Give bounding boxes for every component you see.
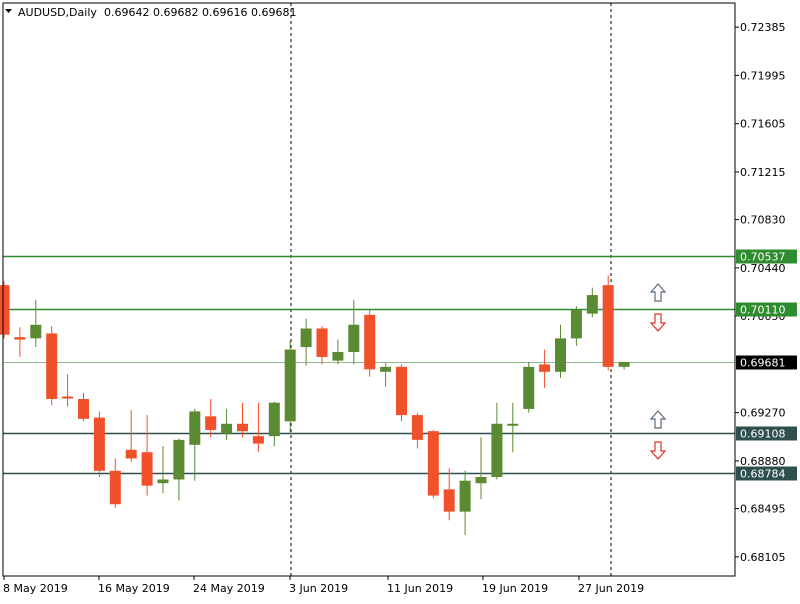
arrow-down-icon bbox=[649, 313, 667, 332]
chart-header: AUDUSD,Daily 0.69642 0.69682 0.69616 0.6… bbox=[5, 6, 296, 19]
arrow-up-icon bbox=[649, 283, 667, 302]
candle-body-bullish bbox=[586, 295, 598, 314]
price-level-badge bbox=[736, 302, 797, 317]
candle-body-bullish bbox=[475, 476, 487, 484]
candle-body-bullish bbox=[348, 324, 360, 352]
price-level-badge bbox=[736, 426, 797, 441]
candle-body-bullish bbox=[300, 328, 312, 348]
candle-body-bearish bbox=[205, 416, 217, 430]
x-tick-label: 3 Jun 2019 bbox=[289, 582, 348, 595]
candle-body-bearish bbox=[0, 285, 10, 335]
candle-body-bearish bbox=[93, 417, 105, 471]
candle-body-bearish bbox=[78, 399, 89, 419]
price-level-badge-label: 0.69681 bbox=[740, 357, 786, 370]
y-tick-label: 0.72385 bbox=[740, 21, 786, 34]
candle-body-bullish bbox=[332, 351, 344, 361]
y-tick-label: 0.71995 bbox=[740, 69, 786, 82]
candle-body-bullish bbox=[157, 479, 169, 484]
ohlc-values: 0.69642 0.69682 0.69616 0.69681 bbox=[104, 6, 296, 19]
candle-body-bearish bbox=[237, 423, 248, 432]
y-tick-label: 0.68495 bbox=[740, 503, 786, 516]
candle-body-bullish bbox=[618, 361, 630, 367]
candle-body-bullish bbox=[30, 324, 42, 339]
x-tick-label: 16 May 2019 bbox=[98, 582, 170, 595]
x-tick-label: 27 Jun 2019 bbox=[578, 582, 644, 595]
candle-body-bearish bbox=[109, 470, 121, 505]
axes-layer bbox=[2, 2, 736, 577]
candle-body-bullish bbox=[459, 480, 471, 512]
candle-body-bearish bbox=[364, 314, 376, 370]
x-axis-ticks: 8 May 2019 16 May 2019 24 May 2019 3 Jun 20… bbox=[3, 576, 644, 595]
y-tick-label: 0.68880 bbox=[740, 455, 786, 468]
symbol-dropdown-icon[interactable] bbox=[5, 9, 12, 13]
arrows-layer bbox=[649, 283, 667, 460]
candle-body-bullish bbox=[221, 423, 233, 434]
price-level-badge-label: 0.70537 bbox=[740, 251, 786, 264]
candle-body-bullish bbox=[507, 423, 519, 426]
candle-body-bearish bbox=[252, 436, 264, 444]
candle-body-bearish bbox=[141, 452, 153, 486]
y-tick-label: 0.71605 bbox=[740, 118, 786, 131]
candle-body-bullish bbox=[570, 309, 582, 339]
price-level-badges: 0.70537 0.70110 0.69681 0.69108 0.68784 bbox=[736, 249, 797, 481]
candle-body-bullish bbox=[268, 402, 280, 437]
candle-body-bullish bbox=[523, 366, 535, 409]
x-tick-label: 8 May 2019 bbox=[3, 582, 68, 595]
x-tick-label: 19 Jun 2019 bbox=[482, 582, 548, 595]
price-level-badge bbox=[736, 466, 797, 481]
candle-body-bullish bbox=[380, 366, 392, 372]
y-axis-ticks: 0.72385 0.71995 0.71605 0.71215 0.70830 0.704… bbox=[735, 21, 786, 564]
candle-body-bullish bbox=[555, 338, 566, 372]
candle-body-bearish bbox=[443, 489, 455, 512]
candle-body-bearish bbox=[14, 337, 26, 340]
y-tick-label: 0.70440 bbox=[740, 262, 786, 275]
price-level-badge bbox=[736, 355, 797, 370]
x-tick-label: 11 Jun 2019 bbox=[387, 582, 453, 595]
y-tick-label: 0.68105 bbox=[740, 551, 786, 564]
candles-layer bbox=[0, 275, 630, 536]
candle-body-bullish bbox=[173, 439, 185, 480]
price-level-badge bbox=[736, 249, 797, 264]
candle-body-bearish bbox=[396, 366, 407, 416]
candle-body-bearish bbox=[46, 333, 58, 400]
arrow-up-icon bbox=[649, 410, 667, 429]
price-level-badge-label: 0.70110 bbox=[740, 304, 786, 317]
price-level-badge-label: 0.69108 bbox=[740, 428, 786, 441]
candle-body-bearish bbox=[62, 396, 74, 399]
candle-body-bearish bbox=[411, 415, 423, 440]
y-tick-label: 0.71215 bbox=[740, 166, 786, 179]
candle-body-bearish bbox=[539, 364, 551, 372]
plot-frame bbox=[2, 2, 736, 577]
y-tick-label: 0.70830 bbox=[740, 214, 786, 227]
symbol-timeframe-label: AUDUSD,Daily bbox=[18, 6, 97, 19]
candle-body-bullish bbox=[284, 349, 296, 422]
candle-body-bearish bbox=[427, 431, 439, 496]
x-tick-label: 24 May 2019 bbox=[193, 582, 265, 595]
price-level-badge-label: 0.68784 bbox=[740, 468, 786, 481]
candle-body-bearish bbox=[125, 449, 137, 459]
candle-body-bearish bbox=[602, 285, 614, 367]
candle-body-bearish bbox=[316, 328, 328, 357]
y-tick-label: 0.69270 bbox=[740, 407, 786, 420]
arrow-down-icon bbox=[649, 441, 667, 460]
candle-body-bullish bbox=[189, 411, 201, 445]
candle-body-bullish bbox=[491, 423, 503, 477]
